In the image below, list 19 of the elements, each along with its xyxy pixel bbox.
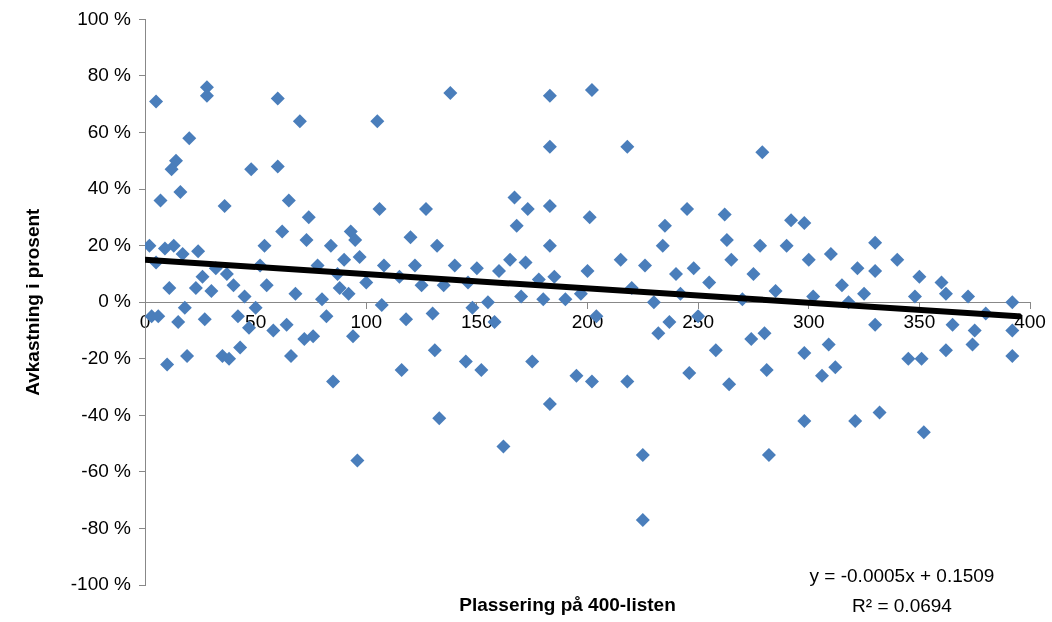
y-tick-label: 0 %	[98, 290, 132, 312]
y-tick-label: -40 %	[81, 403, 132, 425]
text: R² = 0.0694	[852, 595, 953, 617]
y-tick-label: 60 %	[87, 120, 132, 142]
x-tick-label: 400	[1014, 310, 1046, 332]
y-axis-title: Avkastning i prosent	[22, 207, 44, 396]
x-tick-label: 350	[903, 310, 936, 332]
y-tick-label: -60 %	[81, 460, 132, 482]
y-tick-label: 20 %	[87, 233, 132, 255]
y-tick-label: 100 %	[77, 7, 132, 29]
x-tick-label: 100	[350, 310, 383, 332]
y-tick-label: 80 %	[87, 64, 132, 86]
y-tick-label: -80 %	[81, 516, 132, 538]
y-tick-label: 40 %	[87, 177, 132, 199]
y-tick-label: -100 %	[70, 573, 132, 595]
x-axis-title: Plassering på 400-listen	[459, 594, 676, 616]
annotation: y = -0.0005x + 0.1509	[809, 565, 995, 587]
y-tick-label: -20 %	[81, 346, 132, 368]
x-tick-label: 300	[792, 310, 825, 332]
